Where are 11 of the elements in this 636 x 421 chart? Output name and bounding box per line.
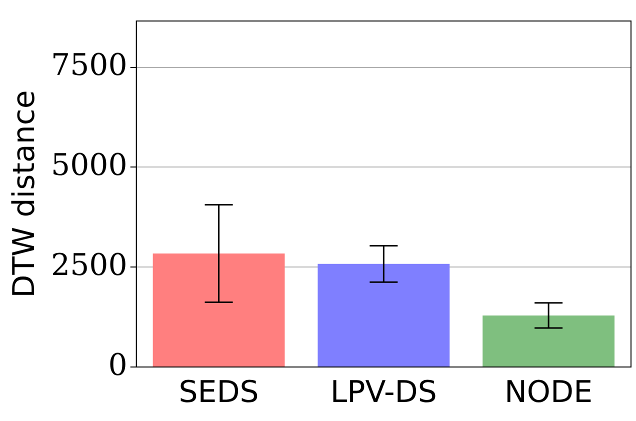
y-tick-label: 0 <box>108 348 128 383</box>
x-tick-label: NODE <box>504 374 593 410</box>
y-tick-label: 2500 <box>50 248 128 283</box>
y-tick-label: 7500 <box>50 48 128 84</box>
bar <box>152 254 285 366</box>
x-tick-label: SEDS <box>178 374 259 410</box>
x-tick-label: LPV-DS <box>330 374 437 410</box>
y-tick-label: 5000 <box>50 148 128 184</box>
y-axis-title: DTW distance <box>6 90 42 298</box>
bar <box>482 315 615 366</box>
bar <box>318 264 450 366</box>
